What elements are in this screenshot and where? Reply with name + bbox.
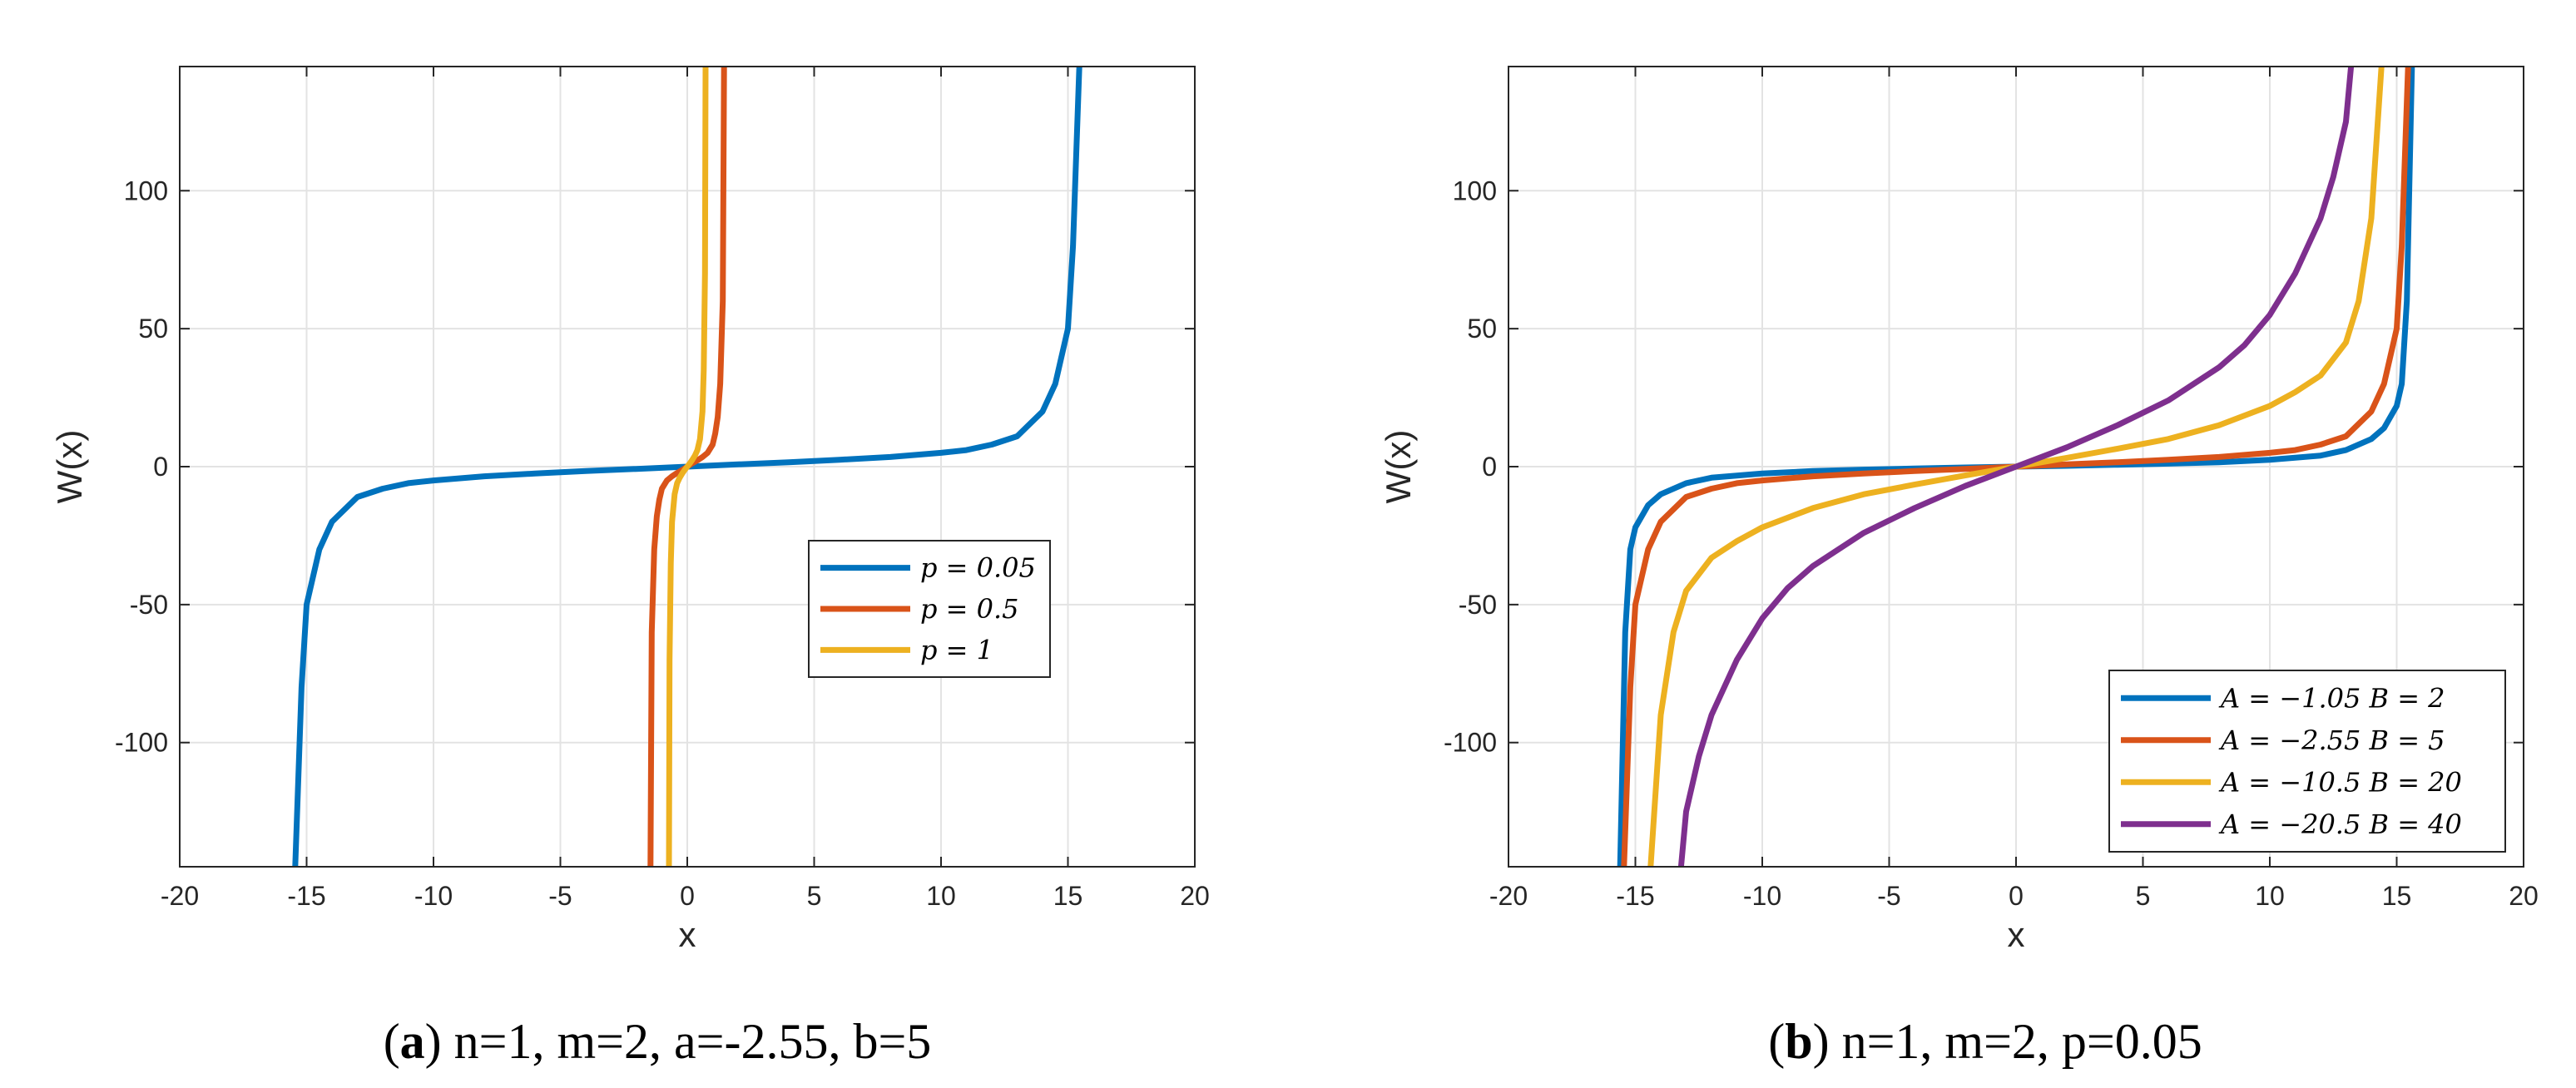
x-tick-label: -5 bbox=[1877, 881, 1900, 911]
legend-label-2: A = −2.55 B = 5 bbox=[2218, 725, 2445, 756]
x-tick-label: 15 bbox=[2382, 881, 2412, 911]
x-tick-label: 10 bbox=[926, 881, 956, 911]
x-tick-label: 5 bbox=[807, 881, 822, 911]
x-tick-label: 0 bbox=[680, 881, 695, 911]
x-tick-label: -20 bbox=[161, 881, 199, 911]
legend-label-1: A = −1.05 B = 2 bbox=[2218, 682, 2445, 714]
legend-label-2: p = 0.5 bbox=[920, 593, 1019, 625]
y-tick-label: 50 bbox=[138, 314, 168, 344]
caption-paren-open: ( bbox=[1768, 1014, 1785, 1069]
x-tick-label: 10 bbox=[2255, 881, 2285, 911]
series-line-3 bbox=[666, 67, 709, 867]
caption-paren-open: ( bbox=[384, 1014, 400, 1069]
caption-paren-close: ) bbox=[425, 1014, 454, 1069]
series-group bbox=[1617, 67, 2415, 867]
x-tick-label: 20 bbox=[1180, 881, 1210, 911]
y-axis-label: W(x) bbox=[1379, 430, 1418, 504]
caption-text: n=1, m=2, a=-2.55, b=5 bbox=[454, 1014, 932, 1069]
y-tick-label: -50 bbox=[1459, 590, 1497, 620]
y-tick-label: 50 bbox=[1467, 314, 1497, 344]
y-tick-label: 0 bbox=[1482, 452, 1497, 482]
x-axis-label: x bbox=[2008, 915, 2025, 954]
x-tick-label: -15 bbox=[1616, 881, 1654, 911]
x-axis-label: x bbox=[679, 915, 696, 954]
y-tick-label: -50 bbox=[130, 590, 168, 620]
x-tick-label: -10 bbox=[1743, 881, 1781, 911]
y-axis-label: W(x) bbox=[50, 430, 89, 504]
x-tick-label: -15 bbox=[287, 881, 325, 911]
x-tick-label: 15 bbox=[1053, 881, 1083, 911]
series-group bbox=[292, 67, 1082, 867]
legend-label-3: p = 1 bbox=[920, 634, 993, 665]
y-tick-label: 100 bbox=[1453, 176, 1497, 205]
x-tick-label: 5 bbox=[2136, 881, 2151, 911]
legend-label-4: A = −20.5 B = 40 bbox=[2218, 809, 2462, 840]
caption-paren-close: ) bbox=[1813, 1014, 1842, 1069]
legend-label-1: p = 0.05 bbox=[920, 552, 1036, 584]
x-tick-label: -5 bbox=[548, 881, 572, 911]
x-tick-label: 0 bbox=[2009, 881, 2024, 911]
legend: p = 0.05 p = 0.5 p = 1 bbox=[808, 540, 1051, 678]
y-tick-label: -100 bbox=[1444, 728, 1497, 758]
y-tick-label: 100 bbox=[124, 176, 168, 205]
caption-text: n=1, m=2, p=0.05 bbox=[1842, 1014, 2202, 1069]
x-tick-label: 20 bbox=[2509, 881, 2539, 911]
x-tick-label: -10 bbox=[414, 881, 453, 911]
y-tick-label: -100 bbox=[115, 728, 168, 758]
caption-letter: a bbox=[400, 1014, 425, 1069]
series-line-4 bbox=[1677, 67, 2355, 867]
legend: A = −1.05 B = 2 A = −2.55 B = 5 A = −10.5 … bbox=[2108, 670, 2506, 853]
x-tick-label: -20 bbox=[1489, 881, 1528, 911]
y-tick-label: 0 bbox=[153, 452, 168, 482]
legend-label-3: A = −10.5 B = 20 bbox=[2218, 766, 2462, 798]
caption-letter: b bbox=[1785, 1014, 1812, 1069]
caption: (b) n=1, m=2, p=0.05 bbox=[1768, 1014, 2202, 1069]
caption: (a) n=1, m=2, a=-2.55, b=5 bbox=[384, 1014, 932, 1069]
